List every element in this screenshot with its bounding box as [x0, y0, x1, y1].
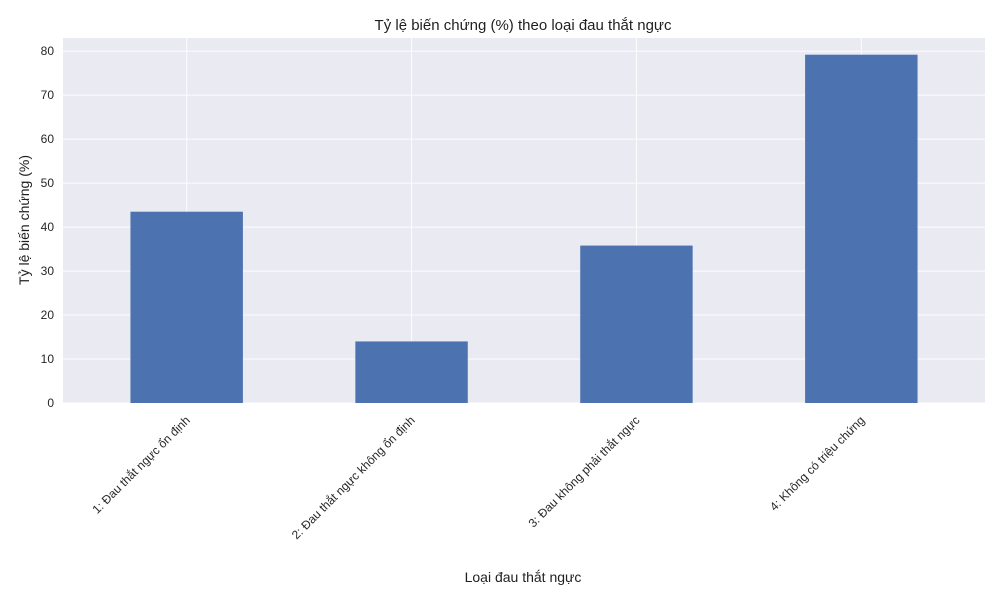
y-tick-label: 10	[41, 352, 55, 366]
y-axis-ticks: 0 10 20 30 40 50 60 70 80	[41, 44, 55, 410]
x-axis-ticks: 1: Đau thắt ngực ổn định 2: Đau thắt ngực…	[89, 413, 868, 543]
y-tick-label: 80	[41, 44, 55, 58]
y-tick-label: 70	[41, 88, 55, 102]
y-tick-label: 30	[41, 264, 55, 278]
y-tick-label: 60	[41, 132, 55, 146]
x-tick-label: 2: Đau thắt ngực không ổn định	[288, 413, 418, 543]
bar	[130, 211, 243, 403]
x-tick-label: 4: Không có triệu chứng	[767, 413, 867, 513]
bar	[580, 245, 693, 403]
y-axis-label: Tỷ lệ biến chứng (%)	[16, 155, 32, 285]
x-axis-label: Loại đau thắt ngực	[465, 569, 582, 585]
y-tick-label: 50	[41, 176, 55, 190]
x-tick-label: 3: Đau không phải thắt ngực	[525, 413, 643, 531]
y-tick-label: 40	[41, 220, 55, 234]
bars-group	[130, 54, 918, 403]
x-tick-label: 1: Đau thắt ngực ổn định	[89, 413, 193, 517]
chart-title: Tỷ lệ biến chứng (%) theo loại đau thắt …	[375, 17, 672, 34]
y-tick-label: 20	[41, 308, 55, 322]
y-tick-label: 0	[47, 396, 54, 410]
bar	[805, 54, 918, 403]
bar	[355, 341, 468, 403]
